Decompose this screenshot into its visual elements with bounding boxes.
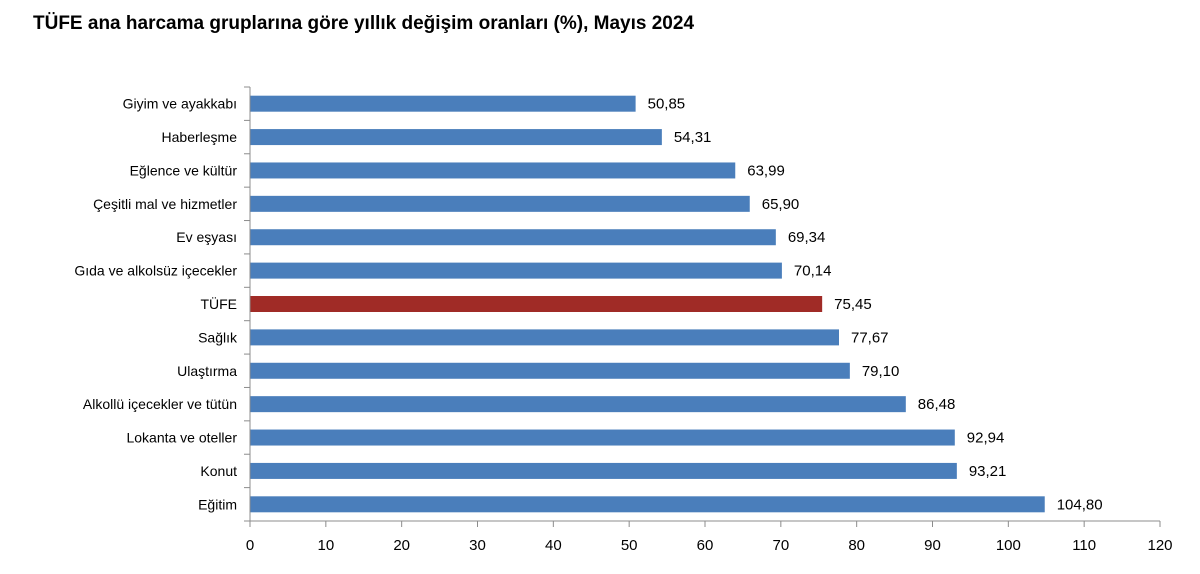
- bar: [250, 362, 850, 379]
- category-label: Konut: [200, 463, 237, 479]
- value-label: 63,99: [747, 162, 785, 179]
- bar: [250, 496, 1045, 513]
- bar: [250, 429, 955, 446]
- value-label: 79,10: [862, 363, 900, 380]
- x-tick-label: 10: [317, 537, 334, 554]
- chart-title: TÜFE ana harcama gruplarına göre yıllık …: [33, 13, 695, 34]
- x-tick-label: 120: [1147, 537, 1172, 554]
- bar: [250, 95, 636, 112]
- value-label: 104,80: [1057, 496, 1103, 513]
- category-label: Çeşitli mal ve hizmetler: [93, 196, 237, 212]
- x-tick-label: 0: [246, 537, 254, 554]
- value-label: 69,34: [788, 229, 826, 246]
- value-label: 93,21: [969, 463, 1007, 480]
- value-label: 54,31: [674, 129, 712, 146]
- category-label: Sağlık: [198, 329, 238, 345]
- value-label: 86,48: [918, 396, 956, 413]
- bar: [250, 329, 839, 346]
- x-tick-label: 90: [924, 537, 941, 554]
- category-label: Haberleşme: [162, 129, 238, 145]
- value-label: 77,67: [851, 329, 889, 346]
- value-label: 92,94: [967, 430, 1005, 447]
- category-label: Lokanta ve oteller: [126, 430, 237, 446]
- x-tick-label: 50: [621, 537, 638, 554]
- x-tick-label: 40: [545, 537, 562, 554]
- category-label: Eğitim: [198, 496, 237, 512]
- x-tick-label: 30: [469, 537, 486, 554]
- category-label: Ev eşyası: [176, 229, 237, 245]
- category-label: Ulaştırma: [177, 363, 237, 379]
- bar: [250, 229, 776, 246]
- value-label: 65,90: [762, 196, 800, 213]
- x-tick-label: 100: [996, 537, 1021, 554]
- bar: [250, 296, 823, 312]
- bar: [250, 462, 957, 479]
- category-label: Gıda ve alkolsüz içecekler: [74, 263, 237, 279]
- category-label: Eğlence ve kültür: [130, 162, 238, 178]
- category-label: Alkollü içecekler ve tütün: [83, 396, 237, 412]
- bar: [250, 396, 906, 413]
- x-tick-label: 20: [393, 537, 410, 554]
- bar: [250, 129, 662, 146]
- value-label: 50,85: [648, 96, 686, 113]
- value-label: 75,45: [834, 296, 872, 313]
- category-label: Giyim ve ayakkabı: [123, 96, 237, 112]
- value-label: 70,14: [794, 263, 832, 280]
- bar: [250, 162, 736, 179]
- bar: [250, 262, 782, 279]
- category-label: TÜFE: [200, 295, 237, 312]
- x-tick-label: 80: [848, 537, 865, 554]
- x-tick-label: 60: [697, 537, 714, 554]
- x-tick-label: 110: [1072, 537, 1096, 554]
- x-tick-label: 70: [772, 537, 789, 554]
- bar: [250, 195, 750, 212]
